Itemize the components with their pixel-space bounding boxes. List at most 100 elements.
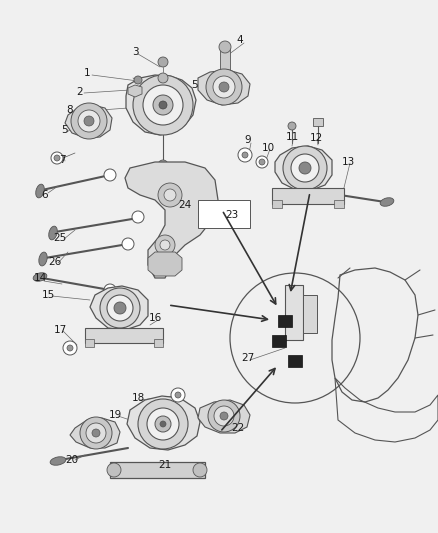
Circle shape — [107, 295, 133, 321]
Text: 6: 6 — [42, 190, 48, 200]
Circle shape — [283, 146, 327, 190]
Text: 24: 24 — [178, 200, 192, 210]
Polygon shape — [70, 418, 120, 448]
Circle shape — [219, 41, 231, 53]
Polygon shape — [128, 85, 142, 97]
Bar — [85, 339, 94, 347]
Circle shape — [238, 148, 252, 162]
Text: 5: 5 — [62, 125, 68, 135]
Circle shape — [175, 392, 181, 398]
Circle shape — [171, 388, 185, 402]
Circle shape — [71, 103, 107, 139]
Circle shape — [220, 412, 228, 420]
Bar — [154, 339, 163, 347]
Ellipse shape — [50, 457, 66, 465]
Circle shape — [92, 429, 100, 437]
Bar — [288, 355, 302, 367]
Ellipse shape — [39, 252, 47, 266]
Bar — [285, 285, 303, 340]
Circle shape — [193, 463, 207, 477]
Polygon shape — [65, 105, 112, 138]
Bar — [110, 462, 205, 478]
Circle shape — [158, 183, 182, 207]
Circle shape — [158, 73, 168, 83]
Text: 19: 19 — [108, 410, 122, 420]
Polygon shape — [148, 252, 182, 276]
Polygon shape — [90, 286, 148, 330]
Circle shape — [86, 423, 106, 443]
Text: 22: 22 — [231, 423, 245, 433]
Bar — [198, 200, 250, 228]
Circle shape — [107, 463, 121, 477]
Text: 12: 12 — [309, 133, 323, 143]
Circle shape — [132, 211, 144, 223]
Ellipse shape — [49, 226, 57, 240]
Circle shape — [291, 154, 319, 182]
Ellipse shape — [33, 273, 47, 281]
Circle shape — [213, 76, 235, 98]
Text: 20: 20 — [65, 455, 78, 465]
Circle shape — [51, 152, 63, 164]
Circle shape — [67, 345, 73, 351]
Text: 17: 17 — [53, 325, 67, 335]
Bar — [272, 188, 344, 204]
Circle shape — [54, 155, 60, 161]
Circle shape — [80, 417, 112, 449]
Text: 14: 14 — [33, 273, 46, 283]
Text: 10: 10 — [261, 143, 275, 153]
Circle shape — [155, 235, 175, 255]
Circle shape — [288, 122, 296, 130]
Circle shape — [122, 238, 134, 250]
Circle shape — [133, 75, 193, 135]
Circle shape — [214, 406, 234, 426]
Bar — [220, 48, 230, 80]
Text: 15: 15 — [41, 290, 55, 300]
Text: 9: 9 — [245, 135, 251, 145]
Bar — [272, 200, 282, 208]
Circle shape — [63, 341, 77, 355]
Text: 3: 3 — [132, 47, 138, 57]
Circle shape — [104, 169, 116, 181]
Circle shape — [160, 421, 166, 427]
Circle shape — [84, 116, 94, 126]
Bar — [334, 200, 344, 208]
Text: 4: 4 — [237, 35, 244, 45]
Polygon shape — [125, 162, 218, 278]
Bar — [303, 295, 317, 333]
Circle shape — [164, 189, 176, 201]
Text: 26: 26 — [48, 257, 62, 267]
Polygon shape — [198, 400, 250, 433]
Circle shape — [104, 284, 116, 296]
Polygon shape — [126, 75, 196, 135]
Circle shape — [256, 156, 268, 168]
Circle shape — [159, 101, 167, 109]
Text: 13: 13 — [341, 157, 355, 167]
Bar — [272, 335, 286, 347]
Polygon shape — [275, 146, 332, 190]
Circle shape — [134, 76, 142, 84]
Polygon shape — [198, 70, 250, 105]
Polygon shape — [127, 396, 200, 450]
Circle shape — [143, 85, 183, 125]
Circle shape — [158, 57, 168, 67]
Text: 16: 16 — [148, 313, 162, 323]
Circle shape — [138, 399, 188, 449]
Circle shape — [153, 95, 173, 115]
Circle shape — [114, 302, 126, 314]
Bar — [278, 315, 292, 327]
Text: 8: 8 — [67, 105, 73, 115]
Text: 11: 11 — [286, 132, 299, 142]
Text: 21: 21 — [159, 460, 172, 470]
Text: 1: 1 — [84, 68, 90, 78]
Text: 27: 27 — [241, 353, 254, 363]
Text: 2: 2 — [77, 87, 83, 97]
Text: 25: 25 — [53, 233, 67, 243]
Bar — [313, 118, 323, 126]
Ellipse shape — [380, 198, 394, 206]
Text: 23: 23 — [226, 210, 239, 220]
Circle shape — [147, 408, 179, 440]
Text: 5: 5 — [192, 80, 198, 90]
Text: 7: 7 — [59, 155, 65, 165]
Text: 18: 18 — [131, 393, 145, 403]
Circle shape — [259, 159, 265, 165]
